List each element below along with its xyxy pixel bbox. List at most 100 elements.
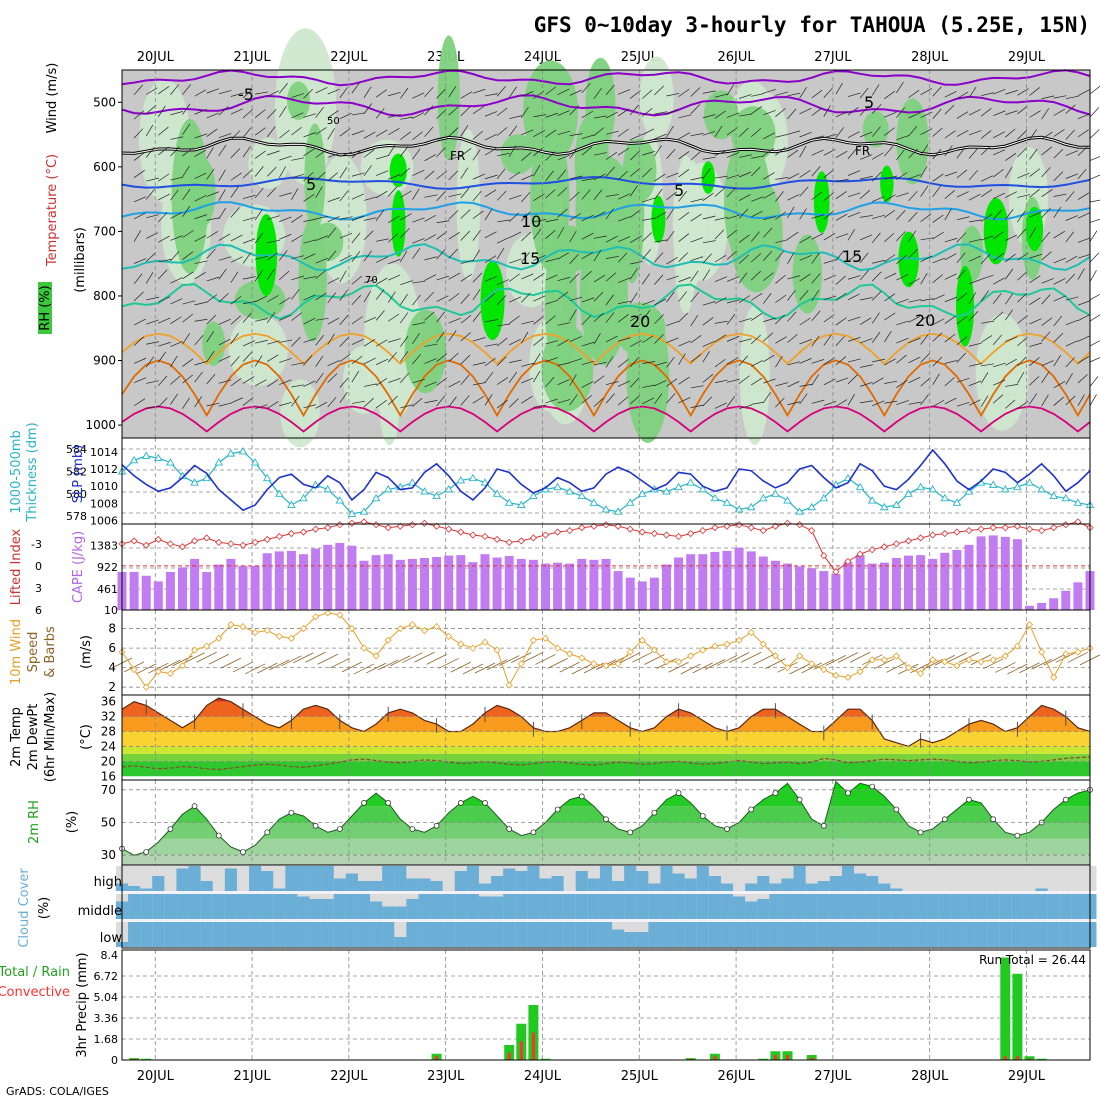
cloud-cell [418, 922, 431, 947]
wind-barb [412, 217, 425, 223]
thickness-point [480, 478, 490, 486]
cloud-cell [370, 901, 383, 919]
wind-barb [521, 174, 534, 181]
wind-barb [533, 114, 547, 118]
wind-barb [460, 230, 471, 241]
isotherm-35 [121, 405, 1091, 433]
thickness-point [166, 458, 175, 466]
wind-barb [533, 193, 545, 201]
lifted-index-point [820, 552, 828, 560]
wind-barb [968, 130, 982, 136]
thickness-point [250, 458, 260, 466]
label-p2-slp: SLP (mb) [71, 445, 86, 504]
cloud-cell [696, 894, 710, 919]
cape-bar [190, 558, 200, 610]
thickness-point [420, 487, 429, 495]
wind-barb [835, 82, 843, 95]
thickness-point [577, 491, 587, 500]
cloud-clear-cell [999, 866, 1012, 891]
thickness-point [613, 507, 623, 515]
thickness-point [928, 484, 937, 493]
thickness-point [783, 496, 792, 504]
wind-barb [666, 208, 675, 220]
cloud-cell [624, 866, 637, 891]
cloud-cell [551, 894, 565, 919]
wind-speed-point [771, 652, 779, 660]
wind-barb [436, 295, 449, 302]
wind-barb [509, 359, 522, 363]
wind-barb [291, 255, 305, 260]
wind-barb [533, 295, 546, 302]
wind-barb [811, 149, 824, 156]
thickness-point [746, 502, 756, 511]
wind-barb [484, 371, 494, 383]
lifted-index-point [396, 522, 404, 530]
cloud-cell [430, 894, 444, 919]
cloud-cell [273, 888, 286, 891]
wind-barb [642, 232, 653, 242]
wind-barb [303, 338, 316, 343]
label-p8-c: 3hr Precip (mm) [75, 952, 90, 1057]
precip-tick-label: 3.36 [94, 1012, 119, 1025]
wind-barb-10m [232, 661, 254, 673]
wind-barb [1041, 108, 1050, 120]
wind-barb [545, 151, 556, 161]
wind-barb [339, 216, 353, 220]
wind-speed-point [481, 638, 489, 646]
wind-barb [1089, 218, 1100, 223]
wind-barb [351, 232, 361, 244]
cloud-cell [176, 922, 189, 947]
label-p5-a: 2m Temp [9, 707, 24, 767]
wind-barb [690, 213, 702, 222]
cloud-level-label: high [94, 875, 122, 890]
cloud-cell [563, 894, 577, 919]
rh-moist-area [541, 325, 594, 412]
wind-barb-10m [426, 654, 447, 665]
wind-barb [690, 291, 700, 303]
wind-barb [1005, 166, 1013, 179]
wind-barb [545, 258, 559, 263]
cloud-cell [333, 922, 347, 947]
cloud-clear-cell [987, 866, 1000, 891]
cloud-cell [769, 894, 782, 919]
wind-barb [666, 378, 678, 387]
label-p4-unit: (m/s) [79, 635, 94, 669]
wind-barb [472, 337, 486, 342]
wind-barb [1005, 191, 1018, 198]
cloud-cell [454, 871, 468, 891]
lifted-index-point [178, 543, 187, 551]
wind-barb [666, 337, 679, 343]
wind-barb [533, 147, 544, 157]
wind-barb [968, 109, 981, 116]
wind-barb [242, 109, 253, 119]
wind-barb [230, 397, 243, 404]
wind-barb [618, 300, 631, 304]
wind-barb [787, 252, 795, 264]
thickness-point [299, 493, 308, 502]
wind-barb [133, 110, 145, 120]
thickness-point [214, 458, 224, 466]
cloud-cell [1011, 922, 1024, 947]
wind-barb [133, 258, 147, 264]
wind-speed-point [650, 646, 658, 654]
wind-barb [158, 86, 170, 95]
thickness-point [347, 509, 357, 517]
wind-barb [992, 168, 1004, 178]
rh-low-area [639, 56, 674, 140]
wind-barb [448, 248, 459, 259]
wind-barb [146, 214, 159, 219]
wind-barb [254, 379, 267, 387]
cloud-cell [1071, 922, 1085, 947]
wind-barb [654, 133, 667, 140]
thickness-point [226, 449, 236, 457]
wind-barb [654, 173, 666, 182]
wind-barb [872, 259, 885, 264]
wind-barb [666, 125, 674, 138]
wind-barb [726, 152, 740, 158]
wind-barb [375, 378, 388, 386]
wind-barb [218, 90, 232, 95]
thickness-point [335, 496, 345, 504]
wind-barb [1053, 171, 1064, 182]
thickness-point [662, 487, 671, 495]
wind-barb [351, 295, 362, 305]
